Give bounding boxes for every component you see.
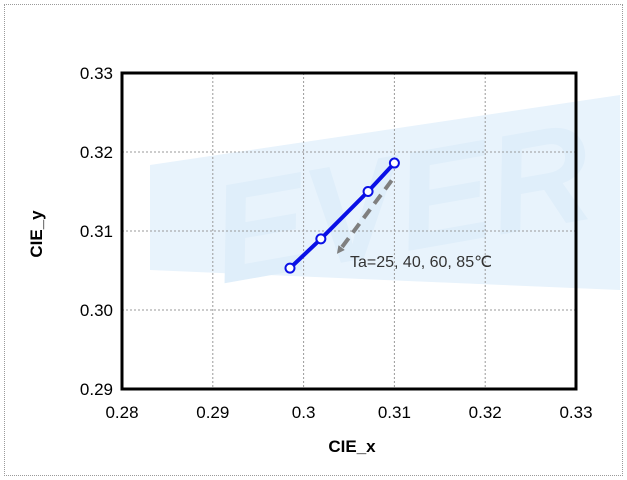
data-point (315, 233, 327, 245)
y-tick-label: 0.33 (80, 64, 113, 83)
x-axis-label: CIE_x (328, 437, 376, 456)
x-tick-labels: 0.28 0.29 0.3 0.31 0.32 0.33 (105, 403, 592, 422)
annotation-arrow (336, 179, 394, 254)
data-point (388, 157, 400, 169)
x-tick-label: 0.29 (196, 403, 229, 422)
x-tick-label: 0.28 (105, 403, 138, 422)
watermark: EVER (150, 92, 620, 313)
data-point (362, 186, 374, 197)
data-point (284, 262, 296, 274)
series-line (288, 161, 396, 270)
y-tick-label: 0.30 (80, 301, 113, 320)
annotation-layer: Ta=25, 40, 60, 85℃ (336, 179, 492, 271)
chart-frame (4, 4, 623, 476)
y-tick-label: 0.29 (80, 380, 113, 399)
x-tick-label: 0.33 (559, 403, 592, 422)
plot-area-border (120, 71, 578, 391)
y-axis-label: CIE_y (27, 210, 46, 258)
series-layer (284, 157, 400, 274)
y-tick-label: 0.32 (80, 143, 113, 162)
y-tick-labels: 0.33 0.32 0.31 0.30 0.29 (80, 64, 113, 399)
annotation-text: Ta=25, 40, 60, 85℃ (350, 254, 492, 271)
x-tick-label: 0.31 (378, 403, 411, 422)
grid (122, 73, 576, 389)
y-tick-label: 0.31 (80, 222, 113, 241)
x-tick-label: 0.32 (469, 403, 502, 422)
x-tick-label: 0.3 (292, 403, 316, 422)
